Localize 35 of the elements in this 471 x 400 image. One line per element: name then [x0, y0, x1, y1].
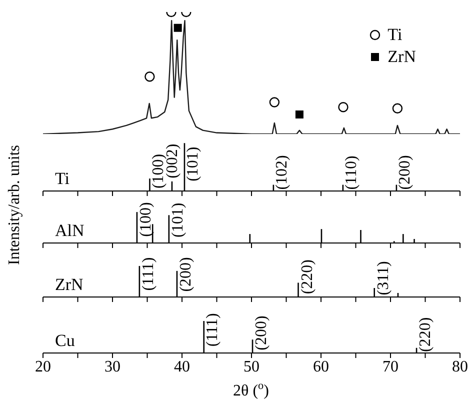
annotation: (111)	[140, 257, 158, 291]
annotation: (220)	[416, 317, 434, 352]
y-axis-title: Intensity/arb. units	[6, 145, 24, 265]
point	[269, 97, 280, 108]
point	[392, 103, 403, 114]
annotation: Cu	[55, 331, 75, 351]
annotation: (200)	[252, 316, 270, 350]
annotation: (100)	[137, 202, 154, 237]
annotation: AlN	[55, 221, 84, 241]
x-tick-label: 80	[452, 358, 468, 376]
annotation: (220)	[299, 259, 316, 294]
x-tick-label: 50	[244, 358, 260, 376]
annotation: (101)	[169, 202, 186, 238]
annotation: (200)	[178, 257, 195, 292]
annotation: (311)	[375, 261, 392, 296]
annotation: (002)	[164, 144, 182, 178]
x-tick-label: 30	[104, 358, 120, 376]
x-tick-label: 40	[174, 358, 190, 376]
annotation: (200)	[396, 155, 414, 190]
x-axis-title: 2θ ($^{o}$)	[233, 380, 269, 400]
point	[295, 110, 304, 118]
annotation: (100)	[150, 154, 167, 189]
annotation: (111)	[204, 313, 222, 347]
annotation: Ti	[55, 169, 70, 189]
annotation: ZrN	[55, 275, 84, 295]
point	[338, 102, 348, 112]
point	[144, 72, 155, 82]
x-tick-label: 20	[35, 358, 51, 376]
annotation: (102)	[274, 155, 291, 190]
x-tick-label: 60	[313, 358, 329, 376]
legend-label: Ti	[388, 25, 402, 45]
legend-label: ZrN	[388, 47, 416, 67]
x-tick-label: 70	[382, 358, 398, 376]
annotation: (101)	[184, 146, 202, 182]
annotation: (110)	[343, 156, 360, 190]
